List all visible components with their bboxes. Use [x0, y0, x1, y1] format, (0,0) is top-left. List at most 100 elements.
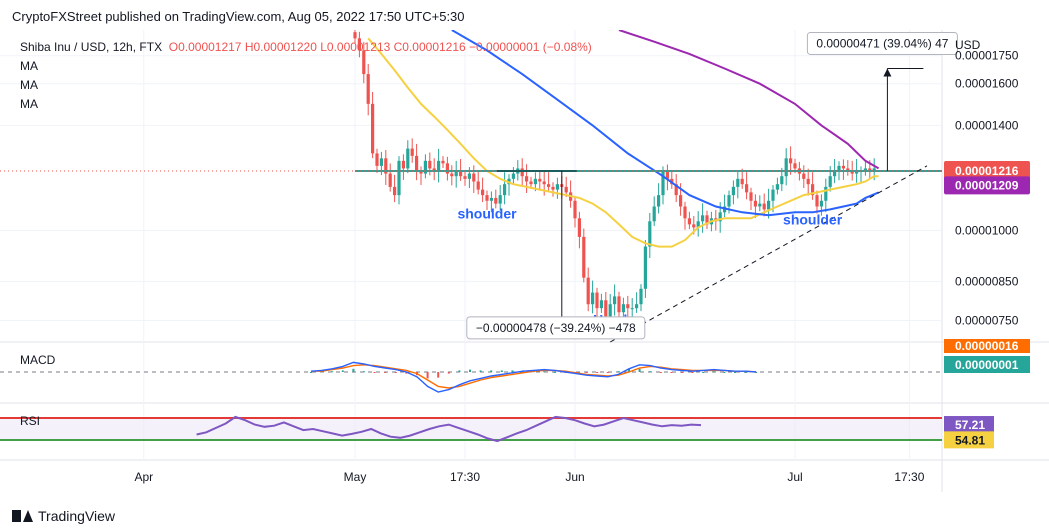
- candle-body[interactable]: [375, 153, 379, 166]
- macd-signal-line[interactable]: [311, 364, 757, 389]
- candle-body[interactable]: [819, 200, 823, 207]
- candle-body[interactable]: [441, 160, 445, 164]
- candle-body[interactable]: [577, 218, 581, 237]
- candle-body[interactable]: [419, 170, 423, 174]
- candle-body[interactable]: [767, 200, 771, 210]
- candle-body[interactable]: [789, 158, 793, 164]
- candle-body[interactable]: [520, 168, 524, 177]
- candle-body[interactable]: [617, 296, 621, 313]
- candle-body[interactable]: [745, 184, 749, 193]
- candle-body[interactable]: [494, 197, 498, 204]
- candle-body[interactable]: [643, 246, 647, 289]
- candle-body[interactable]: [687, 218, 691, 225]
- candle-body[interactable]: [362, 50, 366, 75]
- candle-body[interactable]: [718, 212, 722, 222]
- candle-body[interactable]: [547, 184, 551, 187]
- candle-body[interactable]: [595, 292, 599, 309]
- candle-body[interactable]: [366, 74, 370, 104]
- candle-body[interactable]: [749, 192, 753, 201]
- candle-body[interactable]: [604, 300, 608, 317]
- candle-body[interactable]: [503, 184, 507, 196]
- candle-body[interactable]: [639, 288, 643, 305]
- candle-body[interactable]: [542, 181, 546, 185]
- candle-body[interactable]: [406, 148, 410, 169]
- candle-body[interactable]: [828, 176, 832, 187]
- ma-fast-line[interactable]: [367, 37, 879, 248]
- candle-body[interactable]: [692, 224, 696, 228]
- candle-body[interactable]: [806, 178, 810, 185]
- candle-body[interactable]: [665, 170, 669, 179]
- ma-mid-line[interactable]: [451, 30, 879, 217]
- candle-body[interactable]: [481, 189, 485, 196]
- candle-body[interactable]: [753, 200, 757, 207]
- candle-body[interactable]: [388, 173, 392, 187]
- candle-body[interactable]: [415, 155, 419, 171]
- candle-body[interactable]: [657, 195, 661, 207]
- candle-body[interactable]: [833, 170, 837, 177]
- candle-body[interactable]: [476, 181, 480, 190]
- candle-body[interactable]: [454, 170, 458, 177]
- candle-body[interactable]: [727, 195, 731, 207]
- candle-body[interactable]: [740, 178, 744, 185]
- candle-body[interactable]: [762, 203, 766, 210]
- candle-body[interactable]: [525, 176, 529, 182]
- ma-slow-line[interactable]: [618, 30, 880, 170]
- candle-body[interactable]: [555, 184, 559, 190]
- candle-body[interactable]: [410, 148, 414, 156]
- candle-body[interactable]: [613, 296, 617, 305]
- candle-body[interactable]: [599, 300, 603, 309]
- candle-body[interactable]: [573, 200, 577, 219]
- candle-body[interactable]: [463, 176, 467, 179]
- candle-body[interactable]: [353, 32, 357, 39]
- candle-body[interactable]: [731, 186, 735, 196]
- candle-body[interactable]: [635, 304, 639, 309]
- candle-body[interactable]: [696, 221, 700, 228]
- candle-body[interactable]: [586, 277, 590, 305]
- symbol-title[interactable]: Shiba Inu / USD, 12h, FTX: [20, 40, 163, 54]
- candle-body[interactable]: [437, 160, 441, 171]
- candle-body[interactable]: [868, 168, 872, 171]
- candle-body[interactable]: [428, 160, 432, 169]
- candle-body[interactable]: [793, 163, 797, 169]
- candle-body[interactable]: [498, 195, 502, 204]
- candle-body[interactable]: [432, 168, 436, 171]
- macd-line[interactable]: [310, 361, 757, 393]
- ma-legend-3[interactable]: MA: [20, 97, 38, 111]
- candle-body[interactable]: [564, 186, 568, 193]
- candle-body[interactable]: [811, 184, 815, 196]
- candle-body[interactable]: [648, 221, 652, 247]
- candle-body[interactable]: [824, 186, 828, 201]
- candle-body[interactable]: [397, 160, 401, 196]
- candle-body[interactable]: [846, 168, 850, 171]
- uptrend-support-line[interactable]: [609, 165, 928, 343]
- candle-body[interactable]: [815, 195, 819, 207]
- candle-body[interactable]: [401, 160, 405, 169]
- candle-body[interactable]: [674, 184, 678, 196]
- candle-body[interactable]: [371, 103, 375, 154]
- tradingview-footer[interactable]: TradingView: [12, 508, 115, 524]
- candle-body[interactable]: [511, 173, 515, 179]
- candle-body[interactable]: [621, 304, 625, 313]
- candle-body[interactable]: [758, 203, 762, 207]
- candle-body[interactable]: [450, 173, 454, 177]
- ma-legend-1[interactable]: MA: [20, 59, 38, 73]
- candle-body[interactable]: [582, 236, 586, 278]
- candle-body[interactable]: [384, 158, 388, 174]
- candle-body[interactable]: [591, 292, 595, 305]
- candle-body[interactable]: [489, 197, 493, 201]
- candle-body[interactable]: [529, 181, 533, 185]
- candle-body[interactable]: [393, 186, 397, 196]
- ma-legend-2[interactable]: MA: [20, 78, 38, 92]
- candle-body[interactable]: [863, 168, 867, 171]
- candle-body[interactable]: [784, 158, 788, 177]
- candle-body[interactable]: [551, 186, 555, 190]
- candle-body[interactable]: [472, 173, 476, 182]
- candle-body[interactable]: [683, 206, 687, 219]
- candle-body[interactable]: [626, 304, 630, 309]
- candle-body[interactable]: [467, 173, 471, 179]
- candle-body[interactable]: [445, 163, 449, 174]
- candle-body[interactable]: [379, 158, 383, 166]
- candle-body[interactable]: [630, 308, 634, 310]
- candle-body[interactable]: [608, 304, 612, 317]
